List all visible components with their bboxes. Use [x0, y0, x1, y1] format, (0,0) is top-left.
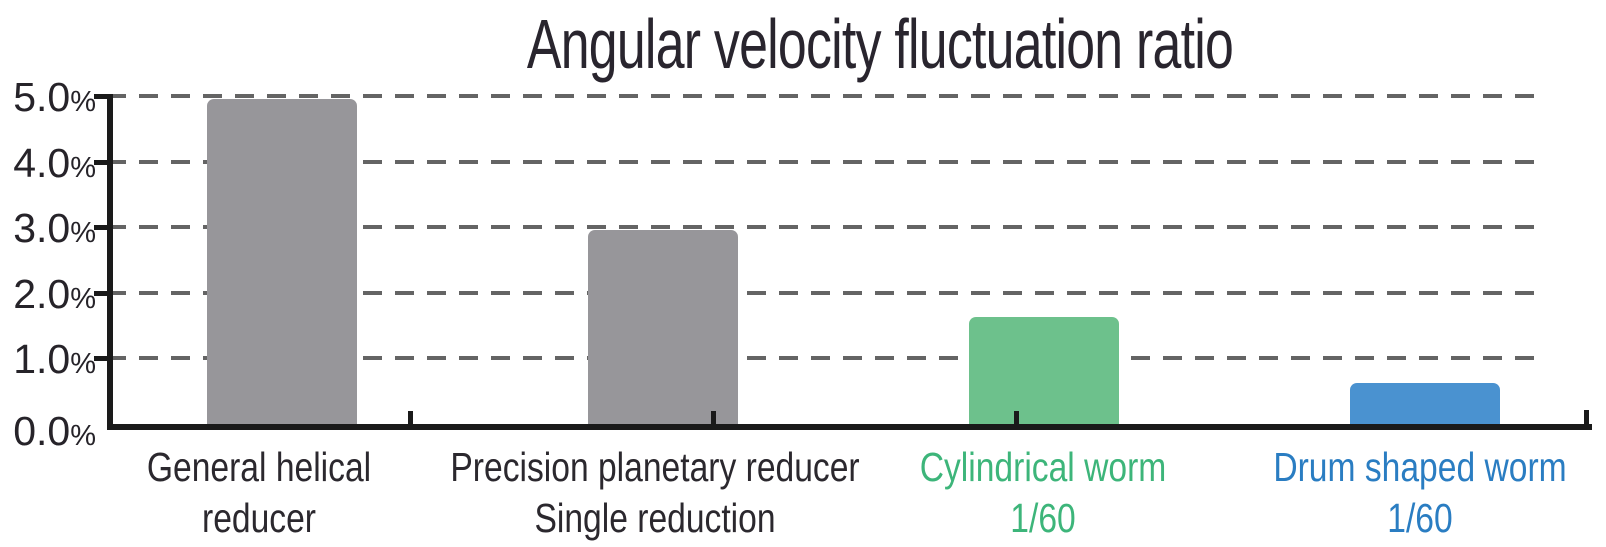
category-label-line: General helical: [146, 444, 372, 490]
bar-1: [207, 99, 357, 424]
x-axis-end-tick: [1584, 410, 1589, 424]
category-label-line: Cylindrical worm: [919, 444, 1167, 490]
y-tick-label: 1.0%: [0, 334, 96, 384]
gridline-3.0%: [107, 225, 1535, 230]
category-label-line: 1/60: [1010, 495, 1076, 541]
y-tick-label: 5.0%: [0, 72, 96, 122]
y-tick-label: 0.0%: [0, 406, 96, 456]
gridline-4.0%: [107, 159, 1535, 164]
y-tick-number: 5.0: [13, 74, 71, 120]
category-label-line: Precision planetary reducer: [450, 444, 860, 490]
y-tick-label: 2.0%: [0, 269, 96, 319]
bar-3: [969, 317, 1119, 424]
x-axis-tick: [1014, 411, 1019, 424]
x-axis-line: [107, 424, 1592, 430]
category-label-line: reducer: [201, 495, 316, 541]
gridline-2.0%: [107, 290, 1535, 295]
percent-sign: %: [70, 86, 96, 118]
y-axis-tick: [94, 225, 108, 231]
y-tick-number: 2.0: [13, 270, 71, 317]
y-tick-label: 3.0%: [0, 203, 96, 253]
y-tick-label: 4.0%: [0, 138, 96, 188]
gridline-5.0%: [107, 94, 1535, 98]
category-label-line: Drum shaped worm: [1273, 444, 1567, 490]
chart-title-text: Angular velocity fluctuation ratio: [526, 5, 1234, 83]
percent-sign: %: [70, 348, 96, 381]
category-label-line: Single reduction: [534, 495, 776, 541]
category-label-4: Drum shaped worm 1/60: [1273, 442, 1566, 544]
y-axis-tick: [94, 159, 108, 165]
x-axis-tick: [711, 411, 716, 424]
category-label-3: Cylindrical worm 1/60: [920, 442, 1167, 544]
percent-sign: %: [70, 420, 96, 452]
percent-sign: %: [70, 151, 96, 184]
category-label-2: Precision planetary reducer Single reduct…: [450, 442, 859, 544]
x-axis-tick: [408, 411, 413, 424]
y-axis-tick: [94, 356, 108, 362]
y-axis-line: [107, 94, 113, 430]
y-axis-tick: [94, 290, 108, 296]
gridline-1.0%: [107, 356, 1535, 361]
percent-sign: %: [70, 282, 96, 315]
y-tick-number: 0.0: [13, 408, 71, 454]
y-axis-tick: [94, 94, 108, 99]
y-tick-number: 1.0: [13, 336, 71, 383]
category-label-1: General helical reducer: [147, 442, 371, 544]
bar-2: [588, 230, 738, 424]
y-tick-number: 3.0: [13, 205, 71, 252]
bar-4: [1350, 383, 1500, 424]
y-tick-number: 4.0: [13, 139, 71, 186]
percent-sign: %: [70, 217, 96, 250]
chart-title: Angular velocity fluctuation ratio: [403, 4, 1357, 84]
category-label-line: 1/60: [1387, 495, 1453, 541]
